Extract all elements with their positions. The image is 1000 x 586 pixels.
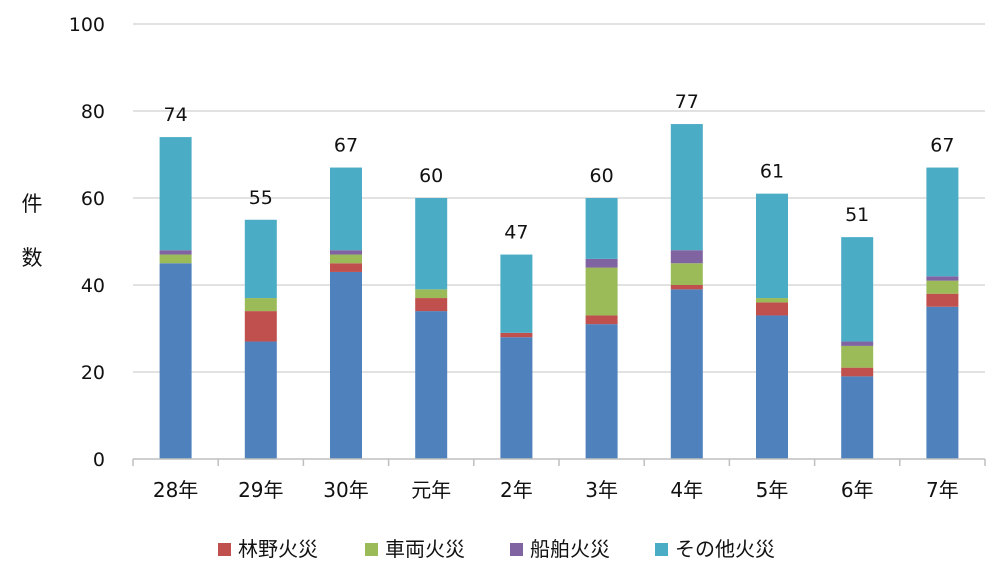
bar-segment: [926, 276, 959, 281]
y-axis-label: 件数: [22, 192, 43, 270]
bar-segment: [670, 263, 703, 285]
y-tick-label: 0: [93, 449, 105, 471]
data-label-total: 77: [675, 91, 699, 113]
y-tick-label: 60: [81, 188, 105, 210]
bar-segment: [330, 254, 362, 264]
bar-segment: [244, 219, 277, 299]
bar-segment: [244, 341, 277, 459]
x-tick-label: 28年: [153, 478, 198, 502]
bar-segment: [330, 167, 362, 251]
data-label-total: 67: [334, 135, 358, 157]
bars: [159, 124, 959, 459]
bar-segment: [670, 285, 703, 290]
bar-segment: [244, 311, 277, 342]
bar-segment: [926, 306, 959, 459]
bar-segment: [585, 315, 618, 325]
bar-segment: [756, 193, 788, 299]
bar-segment: [926, 293, 959, 307]
legend-label: 車両火災: [385, 537, 465, 561]
data-label-total: 60: [590, 165, 614, 187]
data-label-total: 60: [419, 165, 443, 187]
bar-segment: [585, 267, 618, 316]
x-tick-label: 30年: [323, 478, 368, 502]
y-axis-title-char: 件: [22, 192, 43, 216]
legend-label: 船舶火災: [530, 537, 610, 561]
legend-label: 林野火災: [238, 537, 318, 561]
bar-segment: [415, 198, 448, 290]
bar-segment: [415, 289, 448, 299]
x-tick-label: 6年: [841, 478, 874, 502]
legend-swatch: [218, 543, 231, 556]
y-tick-label: 80: [81, 101, 105, 123]
y-tick-label: 20: [81, 362, 105, 384]
legend: 林野火災 車両火災 船舶火災 その他火災: [218, 537, 775, 561]
bar-segment: [756, 302, 788, 316]
data-labels: 74 55 67 60 47 60 77 61 51 67: [164, 91, 955, 244]
y-tick-label: 40: [81, 275, 105, 297]
bar-segment: [756, 315, 788, 459]
bar-segment: [585, 324, 618, 459]
data-label-total: 67: [930, 135, 954, 157]
bar-segment: [244, 298, 277, 312]
bar-segment: [330, 271, 362, 459]
bar-segment: [585, 258, 618, 268]
bar-segment: [585, 198, 618, 259]
data-label-total: 47: [504, 222, 528, 244]
y-axis-title-char: 数: [22, 246, 43, 270]
x-tick-label: 29年: [238, 478, 283, 502]
data-label-total: 51: [845, 204, 869, 226]
y-axis-title: 件数: [22, 192, 43, 270]
bar-segment: [841, 345, 874, 368]
data-label-total: 55: [249, 187, 273, 209]
bar-segment: [670, 250, 703, 264]
data-label-total: 61: [760, 161, 784, 183]
x-axis: 28年 29年 30年 元年 2年 3年 4年 5年 6年 7年: [132, 458, 986, 502]
x-tick-label: 元年: [411, 478, 451, 502]
x-tick-label: 7年: [926, 478, 959, 502]
bar-segment: [756, 298, 788, 303]
legend-swatch: [655, 543, 668, 556]
x-tick-label: 4年: [670, 478, 703, 502]
bar-segment: [415, 311, 448, 459]
bar-segment: [159, 263, 192, 459]
data-label-total: 74: [164, 104, 188, 126]
x-tick-label: 3年: [585, 478, 618, 502]
y-axis-ticks: 0 20 40 60 80 100: [69, 14, 105, 471]
bar-segment: [330, 250, 362, 255]
x-tick-label: 2年: [500, 478, 533, 502]
legend-swatch: [365, 543, 378, 556]
bar-segment: [159, 250, 192, 255]
bar-segment: [500, 332, 533, 338]
bar-segment: [926, 280, 959, 294]
legend-swatch: [510, 543, 523, 556]
legend-label: その他火災: [675, 537, 775, 561]
bar-segment: [330, 263, 362, 272]
y-tick-label: 100: [69, 14, 105, 36]
bar-segment: [841, 376, 874, 459]
bar-segment: [670, 124, 703, 251]
bar-segment: [159, 137, 192, 251]
x-tick-label: 5年: [756, 478, 789, 502]
bar-segment: [841, 367, 874, 377]
bar-segment: [841, 237, 874, 342]
bar-segment: [670, 289, 703, 459]
bar-segment: [500, 254, 533, 333]
bar-segment: [500, 337, 533, 459]
bar-segment: [841, 341, 874, 346]
bar-segment: [415, 298, 448, 312]
bar-segment: [159, 254, 192, 264]
bar-segment: [926, 167, 959, 277]
